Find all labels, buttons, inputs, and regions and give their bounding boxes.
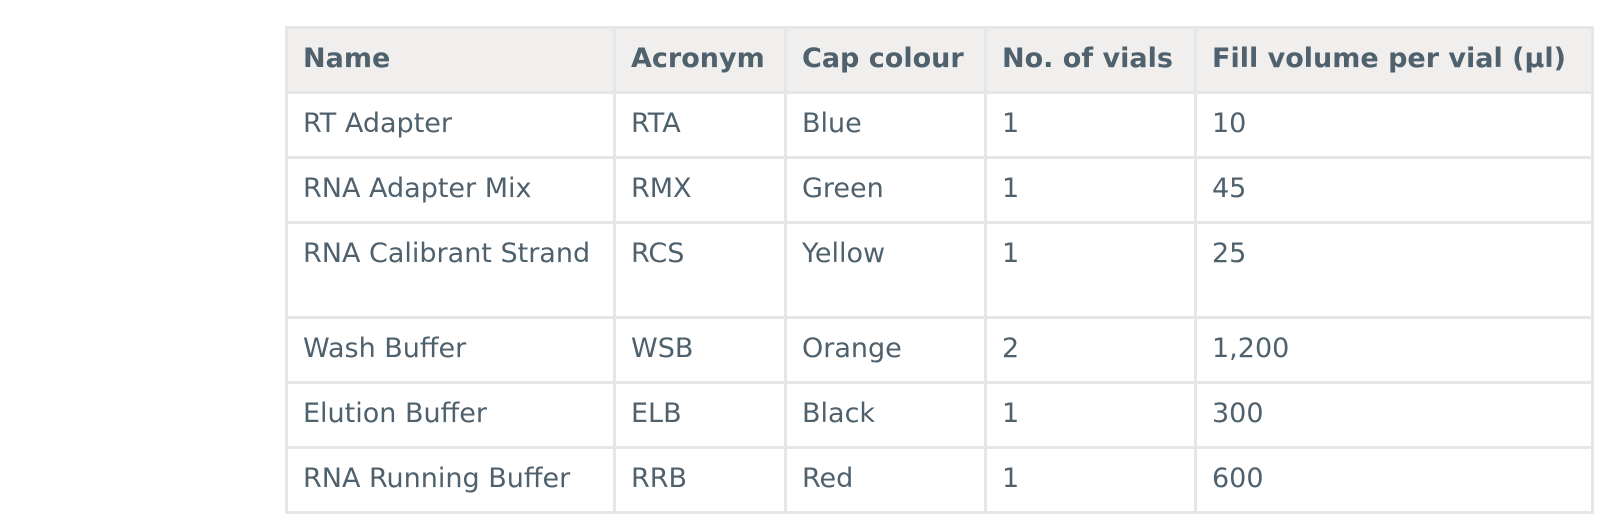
table-row: RNA Adapter Mix RMX Green 1 45 xyxy=(285,156,1594,224)
table-header-row: Name Acronym Cap colour No. of vials Fil… xyxy=(285,26,1594,94)
cell-name: RNA Calibrant Strand xyxy=(285,221,616,319)
cell-acronym: RMX xyxy=(613,156,787,224)
kit-contents-table: Name Acronym Cap colour No. of vials Fil… xyxy=(285,26,1594,514)
table-row: RNA Running Buffer RRB Red 1 600 xyxy=(285,446,1594,514)
table-row: Elution Buffer ELB Black 1 300 xyxy=(285,381,1594,449)
cell-fill-volume: 1,200 xyxy=(1194,316,1594,384)
cell-fill-volume: 45 xyxy=(1194,156,1594,224)
header-acronym: Acronym xyxy=(613,26,787,94)
cell-cap-colour: Green xyxy=(784,156,987,224)
cell-vials: 1 xyxy=(984,156,1197,224)
cell-acronym: RTA xyxy=(613,91,787,159)
cell-acronym: RRB xyxy=(613,446,787,514)
cell-fill-volume: 25 xyxy=(1194,221,1594,319)
cell-acronym: ELB xyxy=(613,381,787,449)
header-name: Name xyxy=(285,26,616,94)
cell-fill-volume: 600 xyxy=(1194,446,1594,514)
cell-name: RT Adapter xyxy=(285,91,616,159)
cell-cap-colour: Yellow xyxy=(784,221,987,319)
table-row: RNA Calibrant Strand RCS Yellow 1 25 xyxy=(285,221,1594,319)
cell-fill-volume: 300 xyxy=(1194,381,1594,449)
table-row: Wash Buffer WSB Orange 2 1,200 xyxy=(285,316,1594,384)
cell-acronym: WSB xyxy=(613,316,787,384)
cell-name: Wash Buffer xyxy=(285,316,616,384)
cell-vials: 1 xyxy=(984,221,1197,319)
cell-vials: 1 xyxy=(984,446,1197,514)
header-no-of-vials: No. of vials xyxy=(984,26,1197,94)
cell-cap-colour: Black xyxy=(784,381,987,449)
cell-vials: 2 xyxy=(984,316,1197,384)
cell-cap-colour: Orange xyxy=(784,316,987,384)
cell-name: RNA Adapter Mix xyxy=(285,156,616,224)
cell-vials: 1 xyxy=(984,91,1197,159)
cell-acronym: RCS xyxy=(613,221,787,319)
cell-vials: 1 xyxy=(984,381,1197,449)
cell-cap-colour: Blue xyxy=(784,91,987,159)
cell-name: Elution Buffer xyxy=(285,381,616,449)
header-fill-volume: Fill volume per vial (µl) xyxy=(1194,26,1594,94)
cell-fill-volume: 10 xyxy=(1194,91,1594,159)
cell-name: RNA Running Buffer xyxy=(285,446,616,514)
table-row: RT Adapter RTA Blue 1 10 xyxy=(285,91,1594,159)
kit-contents-table-container: Name Acronym Cap colour No. of vials Fil… xyxy=(285,26,1594,514)
cell-cap-colour: Red xyxy=(784,446,987,514)
header-cap-colour: Cap colour xyxy=(784,26,987,94)
